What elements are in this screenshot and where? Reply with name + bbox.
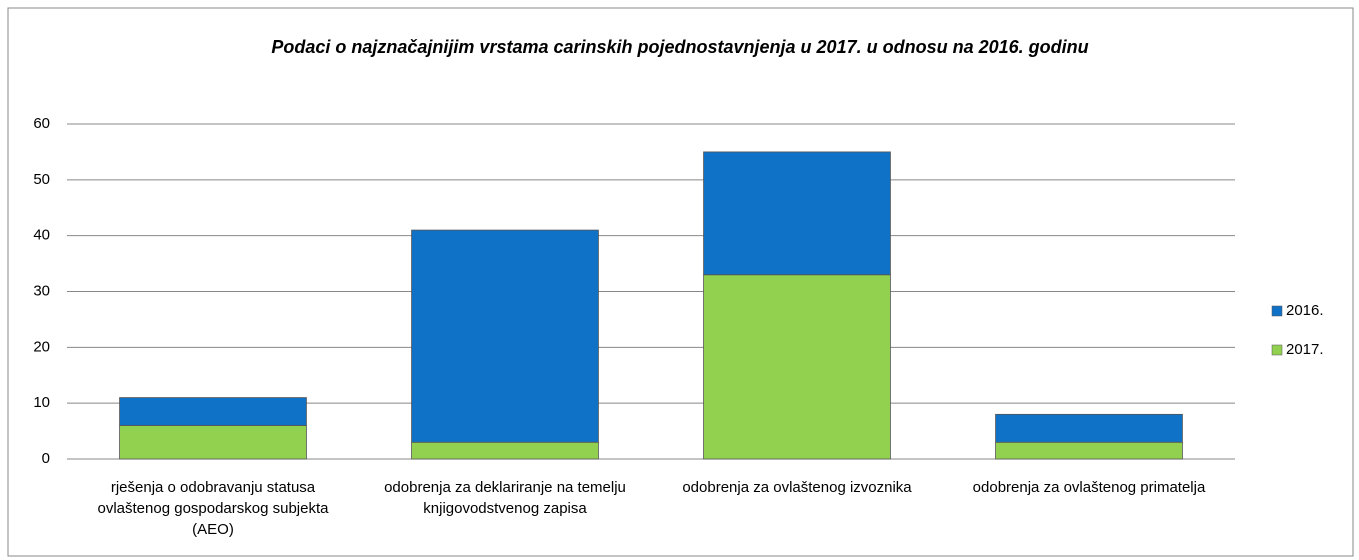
x-tick-label: rješenja o odobravanju statusa ovlašteno… bbox=[97, 479, 329, 538]
legend-label: 2016. bbox=[1286, 302, 1324, 319]
bar bbox=[119, 397, 307, 426]
y-tick-label: 40 bbox=[33, 227, 50, 244]
x-tick-label: odobrenja za ovlaštenog izvoznika bbox=[682, 479, 912, 496]
y-tick-label: 0 bbox=[42, 450, 50, 467]
x-tick-label: odobrenja za deklariranje na temelju knj… bbox=[384, 479, 626, 517]
y-tick-label: 20 bbox=[33, 338, 50, 355]
bar bbox=[703, 274, 891, 460]
legend-swatch bbox=[1271, 305, 1283, 317]
y-tick-label: 10 bbox=[33, 394, 50, 411]
bar bbox=[995, 441, 1183, 460]
bar bbox=[995, 413, 1183, 443]
bar bbox=[411, 441, 599, 460]
y-tick-label: 60 bbox=[33, 115, 50, 132]
legend-swatch bbox=[1271, 344, 1283, 356]
y-tick-label: 30 bbox=[33, 282, 50, 299]
chart-border bbox=[7, 7, 1354, 557]
x-tick-label: odobrenja za ovlaštenog primatelja bbox=[972, 479, 1206, 496]
legend-label: 2017. bbox=[1286, 341, 1324, 358]
bar bbox=[411, 229, 599, 443]
bar bbox=[703, 151, 891, 276]
bar bbox=[119, 425, 307, 460]
y-tick-label: 50 bbox=[33, 171, 50, 188]
chart-title: Podaci o najznačajnijim vrstama carinski… bbox=[271, 37, 1088, 57]
